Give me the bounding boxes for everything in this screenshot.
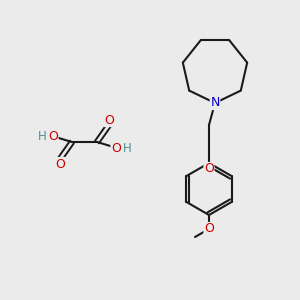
Text: N: N: [210, 97, 220, 110]
Text: O: O: [111, 142, 121, 154]
Text: O: O: [55, 158, 65, 170]
Text: H: H: [123, 142, 131, 154]
Text: O: O: [204, 163, 214, 176]
Text: O: O: [204, 223, 214, 236]
Text: O: O: [48, 130, 58, 142]
Text: O: O: [104, 113, 114, 127]
Text: H: H: [38, 130, 46, 142]
